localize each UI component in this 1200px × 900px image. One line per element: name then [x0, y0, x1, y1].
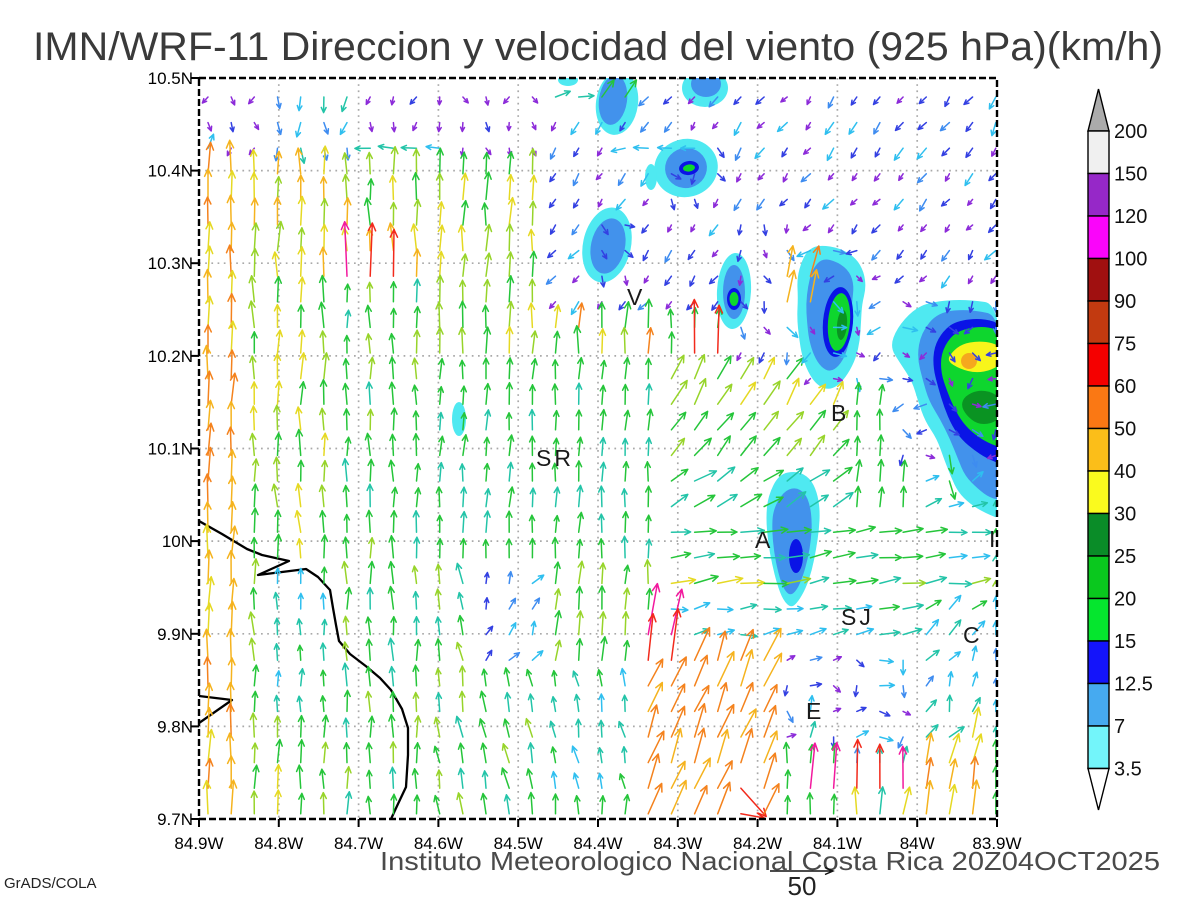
svg-text:25: 25 [1114, 546, 1136, 568]
svg-text:84.8W: 84.8W [254, 834, 303, 853]
svg-text:A: A [755, 527, 773, 553]
svg-text:60: 60 [1114, 376, 1136, 398]
svg-text:84.9W: 84.9W [174, 834, 223, 853]
svg-text:50: 50 [1114, 419, 1136, 441]
svg-text:83.9W: 83.9W [972, 834, 1021, 853]
svg-text:7: 7 [1114, 716, 1125, 738]
svg-text:B: B [831, 400, 849, 426]
svg-text:10.5N: 10.5N [148, 69, 193, 88]
svg-text:GrADS/COLA: GrADS/COLA [4, 875, 97, 892]
svg-text:10.4N: 10.4N [148, 162, 193, 181]
svg-text:9.7N: 9.7N [157, 810, 193, 829]
svg-text:30: 30 [1114, 504, 1136, 526]
svg-text:40: 40 [1114, 461, 1136, 483]
svg-text:10N: 10N [162, 532, 193, 551]
svg-text:12.5: 12.5 [1114, 674, 1153, 696]
svg-text:150: 150 [1114, 164, 1147, 186]
svg-text:V: V [627, 284, 645, 310]
svg-text:E: E [806, 698, 824, 724]
svg-text:84.1W: 84.1W [813, 834, 862, 853]
svg-text:120: 120 [1114, 206, 1147, 228]
svg-text:10.1N: 10.1N [148, 440, 193, 459]
svg-text:10.3N: 10.3N [148, 254, 193, 273]
svg-text:SJ: SJ [841, 604, 874, 630]
svg-text:90: 90 [1114, 291, 1136, 313]
svg-text:84.6W: 84.6W [414, 834, 463, 853]
svg-text:84.5W: 84.5W [494, 834, 543, 853]
svg-text:50: 50 [788, 871, 817, 900]
svg-text:IMN/WRF-11 Direccion y velocid: IMN/WRF-11 Direccion y velocidad del vie… [33, 25, 1163, 69]
svg-text:10.2N: 10.2N [148, 347, 193, 366]
svg-text:SR: SR [536, 445, 574, 471]
svg-text:200: 200 [1114, 121, 1147, 143]
svg-text:100: 100 [1114, 249, 1147, 271]
svg-text:84W: 84W [900, 834, 935, 853]
svg-text:84.2W: 84.2W [733, 834, 782, 853]
svg-text:I: I [989, 526, 998, 552]
svg-text:75: 75 [1114, 334, 1136, 356]
svg-text:84.7W: 84.7W [334, 834, 383, 853]
svg-text:9.8N: 9.8N [157, 717, 193, 736]
svg-text:9.9N: 9.9N [157, 625, 193, 644]
svg-text:84.3W: 84.3W [653, 834, 702, 853]
svg-text:84.4W: 84.4W [573, 834, 622, 853]
svg-text:15: 15 [1114, 631, 1136, 653]
svg-text:C: C [963, 622, 983, 648]
svg-text:20: 20 [1114, 589, 1136, 611]
svg-text:3.5: 3.5 [1114, 759, 1142, 781]
